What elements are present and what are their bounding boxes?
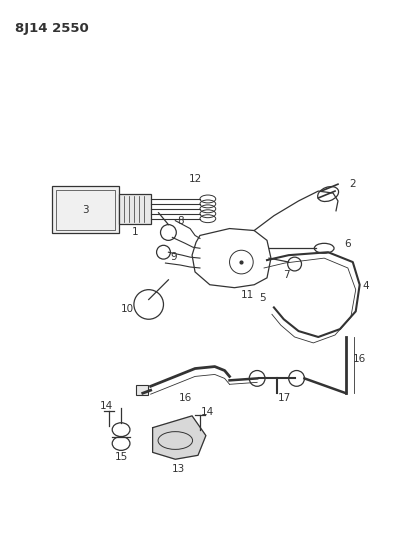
Text: 17: 17 bbox=[278, 393, 292, 403]
Text: 14: 14 bbox=[201, 407, 214, 417]
Text: 3: 3 bbox=[82, 205, 89, 215]
Text: 13: 13 bbox=[172, 464, 185, 474]
Bar bbox=[56, 190, 115, 230]
Text: 12: 12 bbox=[188, 174, 202, 184]
Text: 8J14 2550: 8J14 2550 bbox=[15, 21, 88, 35]
Text: 4: 4 bbox=[362, 281, 369, 290]
Bar bbox=[136, 385, 148, 395]
Text: 16: 16 bbox=[178, 393, 192, 403]
Polygon shape bbox=[152, 416, 206, 459]
Text: 8: 8 bbox=[177, 216, 184, 225]
Text: 11: 11 bbox=[241, 289, 254, 300]
Text: 2: 2 bbox=[349, 179, 356, 189]
Text: 6: 6 bbox=[344, 239, 351, 249]
Text: 16: 16 bbox=[353, 354, 366, 364]
Text: 1: 1 bbox=[132, 227, 138, 237]
Text: 14: 14 bbox=[100, 401, 113, 411]
Bar bbox=[52, 186, 119, 233]
Text: 10: 10 bbox=[121, 304, 134, 314]
Text: 7: 7 bbox=[283, 270, 290, 280]
Bar bbox=[119, 194, 151, 224]
Text: 15: 15 bbox=[115, 453, 128, 462]
Text: 9: 9 bbox=[170, 252, 177, 262]
Text: 5: 5 bbox=[259, 293, 266, 303]
